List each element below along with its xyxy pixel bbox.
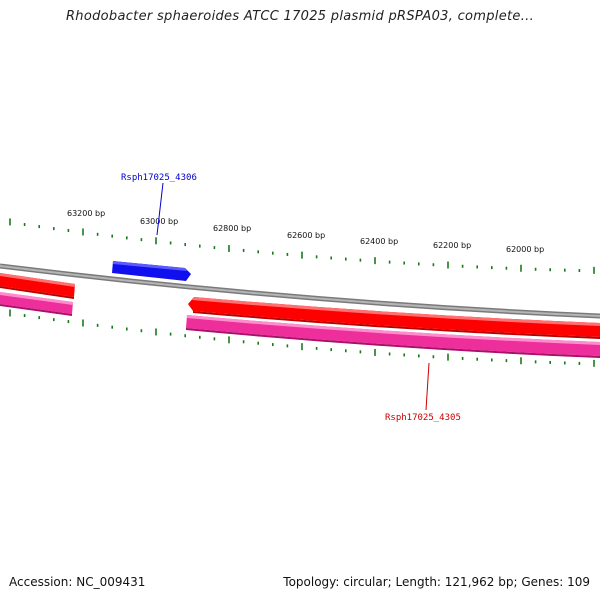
gene-fragment-left-magenta[interactable] xyxy=(0,292,73,316)
ruler-label-62600: 62600 bp xyxy=(287,231,325,240)
accession-text: Accession: NC_009431 xyxy=(9,575,146,589)
gene-magenta-main[interactable] xyxy=(186,315,600,358)
gene-label-rsph17025-4305[interactable]: Rsph17025_4305 xyxy=(385,413,461,423)
outer-tick-row xyxy=(9,218,595,274)
plasmid-backbone xyxy=(0,263,600,319)
leader-line-4305 xyxy=(425,362,430,411)
gene-fragment-left-red[interactable] xyxy=(0,273,75,299)
ruler-label-62800: 62800 bp xyxy=(213,224,251,233)
ruler-label-62000: 62000 bp xyxy=(506,245,544,254)
ruler-label-62200: 62200 bp xyxy=(433,241,471,250)
leader-line-4306 xyxy=(156,182,164,236)
gene-label-rsph17025-4306[interactable]: Rsph17025_4306 xyxy=(121,173,197,183)
gene-rsph17025-4305[interactable] xyxy=(188,297,600,339)
ruler-label-63000: 63000 bp xyxy=(140,217,178,226)
ruler-label-63200: 63200 bp xyxy=(67,209,105,218)
ruler-labels: 63200 bp 63000 bp 62800 bp 62600 bp 6240… xyxy=(67,209,544,254)
gene-rsph17025-4306[interactable] xyxy=(112,261,191,281)
ruler-label-62400: 62400 bp xyxy=(360,237,398,246)
map-title: Rhodobacter sphaeroides ATCC 17025 plasm… xyxy=(65,9,535,24)
inner-tick-row xyxy=(9,309,595,367)
topology-summary-text: Topology: circular; Length: 121,962 bp; … xyxy=(283,575,590,589)
